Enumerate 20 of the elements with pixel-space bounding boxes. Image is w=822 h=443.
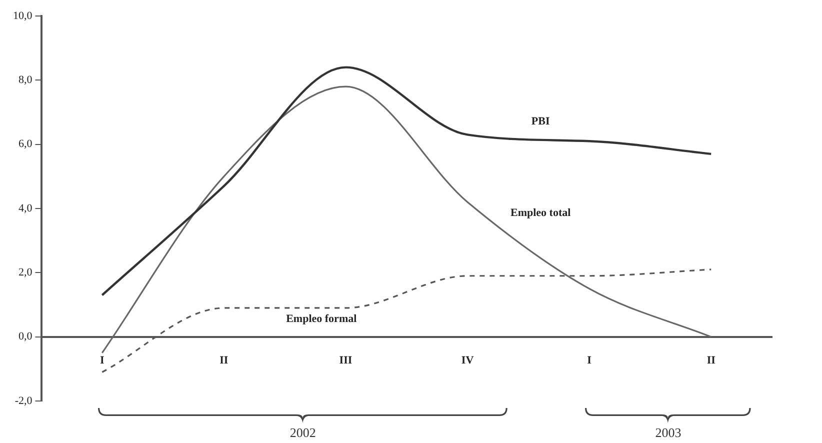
- series-label: Empleo total: [510, 207, 571, 220]
- x-tick-label: I: [100, 354, 104, 366]
- x-tick-label: II: [706, 354, 716, 366]
- y-tick-label: -2,0: [14, 394, 33, 407]
- x-tick-label: III: [339, 354, 352, 366]
- x-tick-label: II: [220, 354, 228, 366]
- y-tick-label: 4,0: [18, 202, 33, 214]
- line-series: [101, 66, 712, 296]
- text: 2002: [290, 425, 316, 441]
- x-tick-label: I: [587, 354, 592, 366]
- y-tick-label: 8,0: [18, 74, 33, 86]
- series-label: Empleo formal: [286, 312, 357, 325]
- y-tick-label: 6,0: [18, 138, 33, 150]
- x-tick-label: IV: [461, 354, 474, 366]
- y-tick-label: 0,0: [18, 330, 33, 343]
- y-tick-label: 10,0: [13, 10, 33, 22]
- text: 2003: [655, 425, 682, 441]
- series-label: PBI: [531, 116, 550, 128]
- line-series: [101, 86, 712, 354]
- y-tick-label: 2,0: [18, 266, 33, 279]
